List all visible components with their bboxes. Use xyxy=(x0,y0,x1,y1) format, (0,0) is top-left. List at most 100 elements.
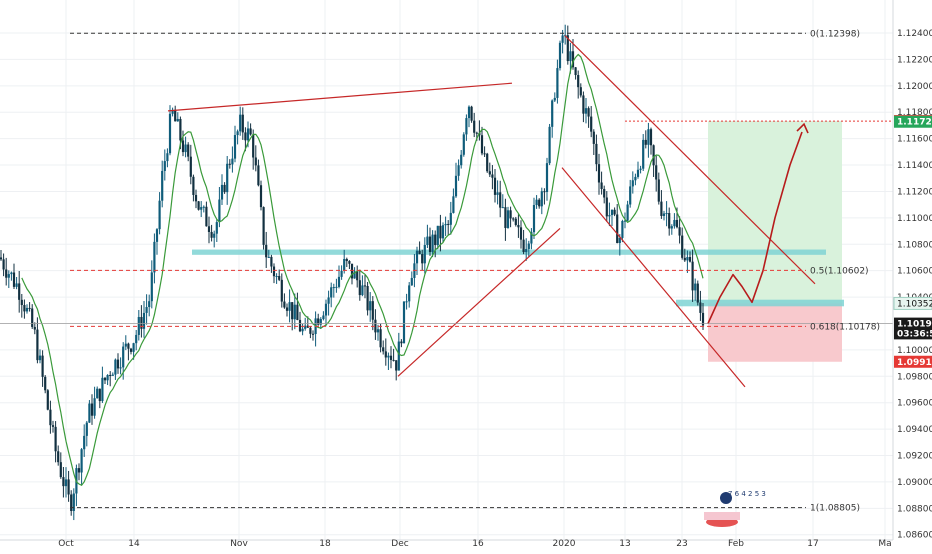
candle-body xyxy=(701,312,705,326)
channel-upper-line[interactable] xyxy=(564,35,816,285)
candle-body xyxy=(12,272,16,287)
candle-body xyxy=(319,319,322,325)
drawing-lines: 0(1.12398) 0.5(1.10602) 0.618(1.10178) 1(1.… xyxy=(0,29,893,514)
candle-body xyxy=(265,244,268,258)
candle-body xyxy=(504,207,507,228)
candle-body xyxy=(202,206,205,208)
time-tick-label: 17 xyxy=(807,539,818,549)
candle-body xyxy=(668,213,671,229)
candle-body xyxy=(189,156,192,177)
time-tick-label: Feb xyxy=(728,539,744,549)
candle-body xyxy=(348,261,351,264)
candle-body xyxy=(161,170,164,201)
candle-body xyxy=(356,271,359,281)
price-tick-label: 1.09000 xyxy=(897,478,932,488)
candle-body xyxy=(2,259,5,270)
candle-body xyxy=(122,346,125,368)
moving-average-line xyxy=(21,53,704,487)
candle-body xyxy=(44,376,47,391)
candle-body xyxy=(426,236,429,245)
candle-body xyxy=(93,398,96,416)
candle-body xyxy=(605,197,608,217)
candle-body xyxy=(649,129,653,146)
projection-arrowhead xyxy=(796,122,809,134)
candle-body xyxy=(660,201,663,216)
candle-body xyxy=(421,254,424,264)
price-tick-label: 1.11000 xyxy=(897,214,932,224)
candle-body xyxy=(415,250,419,264)
logo-digits: 7 6 4 2 5 3 xyxy=(728,490,766,498)
price-tick-label: 1.11200 xyxy=(897,187,932,197)
candle-body xyxy=(275,276,278,278)
candle-body xyxy=(509,210,512,219)
candle-body xyxy=(449,212,452,225)
time-tick-label: 23 xyxy=(676,539,687,549)
candle-body xyxy=(623,220,627,222)
fib-level-label: 1(1.08805) xyxy=(810,504,860,514)
candle-body xyxy=(270,256,273,267)
price-badge-label: 1.10352 xyxy=(897,299,932,309)
price-badge xyxy=(894,355,932,368)
candle-body xyxy=(137,316,140,335)
candle-body xyxy=(376,329,380,333)
candle-body xyxy=(441,225,445,239)
time-axis: Oct 14 Nov 18 Dec 16 2020 13 23 Feb 17 Ma xyxy=(0,539,893,549)
candle-body xyxy=(395,360,398,371)
price-tick-label: 1.12200 xyxy=(897,55,932,65)
candle-body xyxy=(535,199,538,206)
candle-body xyxy=(629,186,632,205)
channel-lower-line[interactable] xyxy=(561,167,746,388)
candle-body xyxy=(678,227,681,236)
candle-body xyxy=(366,285,369,311)
candle-body xyxy=(278,276,281,280)
candle-body xyxy=(522,239,525,253)
candle-body xyxy=(530,232,533,244)
candle-body xyxy=(423,244,426,264)
candle-body xyxy=(254,157,257,166)
candle-body xyxy=(577,75,580,88)
candle-body xyxy=(350,263,354,279)
candle-body xyxy=(41,355,44,377)
candle-body xyxy=(124,343,127,347)
candle-body xyxy=(296,304,299,320)
candle-body xyxy=(285,307,289,311)
rising-trendline[interactable] xyxy=(397,227,561,377)
price-tick-label: 1.11400 xyxy=(897,161,932,171)
candlestick-series xyxy=(0,24,705,521)
candle-body xyxy=(460,154,463,166)
candle-body xyxy=(88,403,91,423)
candle-body xyxy=(184,144,187,153)
candle-body xyxy=(501,207,504,209)
candle-body xyxy=(259,185,263,208)
candle-body xyxy=(480,135,484,154)
candle-body xyxy=(220,184,224,200)
candle-body xyxy=(241,114,244,133)
candle-body xyxy=(205,206,208,227)
candle-body xyxy=(283,301,286,308)
candle-body xyxy=(618,237,621,244)
candle-body xyxy=(527,243,530,250)
candle-body xyxy=(145,307,148,313)
candle-body xyxy=(571,51,575,68)
resistance-trendline[interactable] xyxy=(167,82,513,112)
time-tick-label: Oct xyxy=(58,539,74,549)
candle-body xyxy=(631,180,634,187)
candle-body xyxy=(57,451,60,463)
price-tick-label: 1.09600 xyxy=(897,399,932,409)
candle-body xyxy=(70,494,73,511)
candle-body xyxy=(587,108,590,117)
candle-body xyxy=(23,305,26,312)
candle-body xyxy=(493,177,497,195)
price-tick-label: 1.08800 xyxy=(897,504,932,514)
candle-body xyxy=(249,128,252,135)
candle-body xyxy=(634,176,637,181)
candle-body xyxy=(218,199,221,223)
candle-body xyxy=(67,479,70,495)
price-badge-label: 03:36:58 xyxy=(897,329,932,339)
candle-body xyxy=(155,229,159,242)
candle-body xyxy=(187,144,190,157)
candle-body xyxy=(337,276,341,287)
candle-body xyxy=(101,377,104,402)
